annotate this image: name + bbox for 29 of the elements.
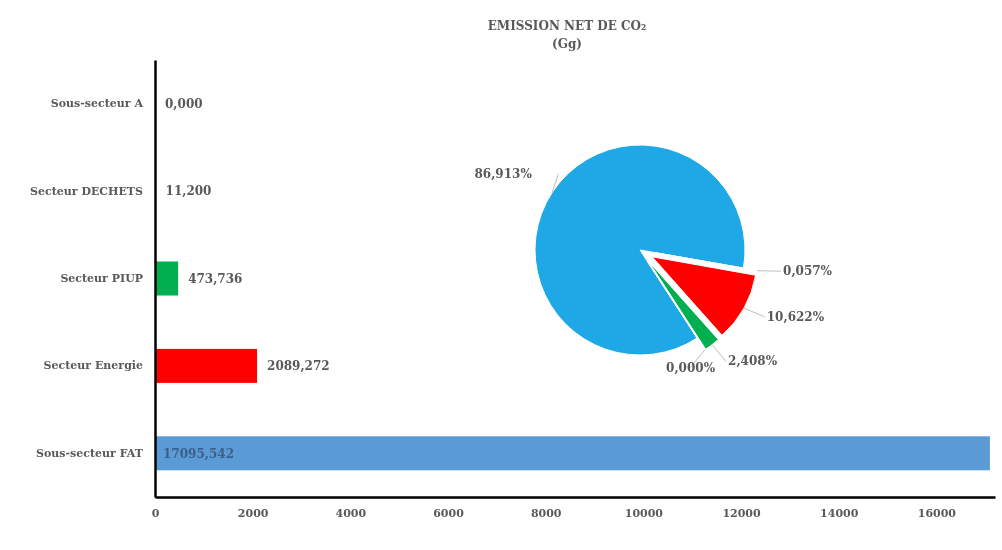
y-tick-label: Secteur Energie [43,359,143,373]
bar [155,348,258,383]
text: 0,000% [666,360,716,375]
x-tick-label: 12000 [722,506,762,520]
x-tick-label: 14000 [820,506,859,520]
y-tick-label: Sous-secteur FAT [36,446,144,460]
bar [155,436,990,471]
x-tick-label: 10000 [624,506,664,520]
data-label: 473,736 [188,271,243,286]
chart-subtitle: (Gg) [552,37,582,51]
x-tick-label: 0 [151,506,160,520]
y-tick-label: Secteur DECHETS [30,184,144,198]
bar [155,261,179,296]
data-label: 10,622% [766,309,825,324]
data-label: 17095,542 [163,446,234,461]
data-label: 2089,272 [267,359,330,374]
x-tick-label: 16000 [917,506,957,520]
data-label: 11,200 [165,184,212,199]
x-tick-label: 4000 [335,506,367,520]
x-tick-label: 8000 [530,506,562,520]
y-tick-label: Secteur PIUP [60,272,143,286]
y-tick-label: Sous-secteur A [50,97,144,111]
data-label: 86,913% [474,166,533,181]
chart-title: EMISSION NET DE CO₂ [487,19,647,33]
data-label: 0,057% [783,264,833,279]
x-tick-label: 6000 [433,506,465,520]
data-label: 2,408% [728,354,778,369]
data-label: 0,000 [165,96,203,111]
x-tick-label: 2000 [237,506,269,520]
